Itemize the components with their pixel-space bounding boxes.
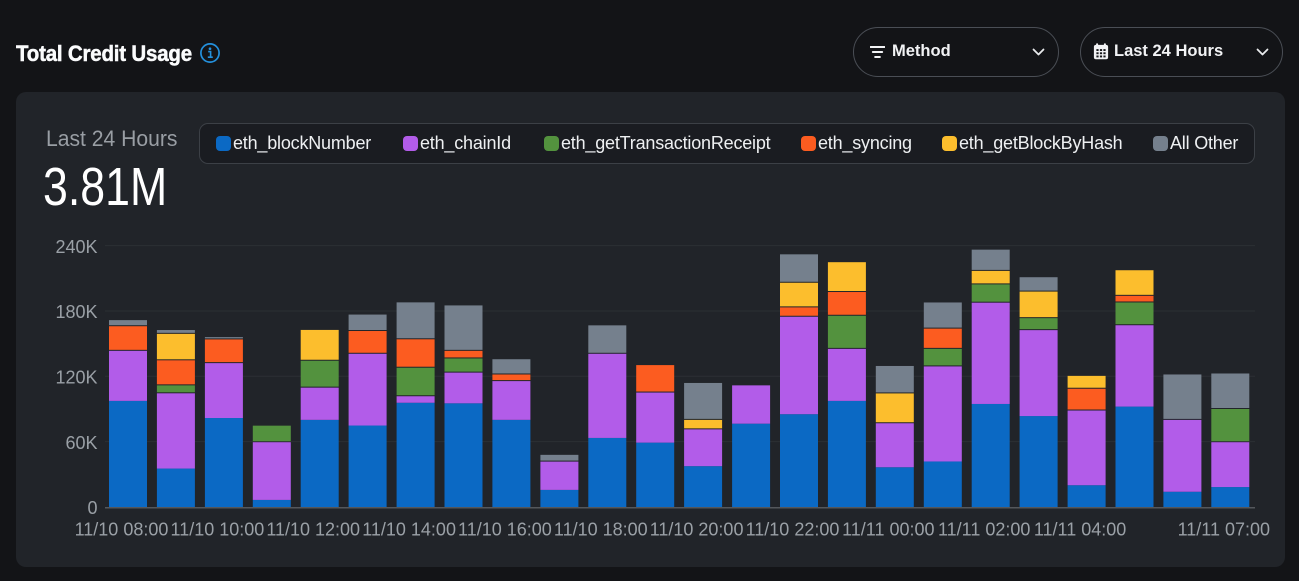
- svg-text:11/10 10:00: 11/10 10:00: [171, 520, 265, 540]
- svg-text:11/10 12:00: 11/10 12:00: [266, 520, 360, 540]
- svg-text:11/10 08:00: 11/10 08:00: [75, 520, 169, 540]
- svg-text:11/11 02:00: 11/11 02:00: [938, 520, 1030, 540]
- svg-text:11/11 04:00: 11/11 04:00: [1034, 520, 1126, 540]
- svg-text:120K: 120K: [55, 368, 97, 388]
- svg-text:11/11 07:00: 11/11 07:00: [1178, 520, 1270, 540]
- svg-text:180K: 180K: [55, 302, 97, 322]
- svg-text:11/10 16:00: 11/10 16:00: [458, 520, 552, 540]
- svg-text:11/10 14:00: 11/10 14:00: [362, 520, 456, 540]
- svg-text:11/10 18:00: 11/10 18:00: [554, 520, 648, 540]
- svg-text:11/10 20:00: 11/10 20:00: [650, 520, 744, 540]
- svg-text:11/10 22:00: 11/10 22:00: [746, 520, 840, 540]
- svg-text:11/11 00:00: 11/11 00:00: [842, 520, 934, 540]
- svg-text:240K: 240K: [55, 237, 97, 257]
- svg-text:60K: 60K: [65, 433, 97, 453]
- svg-text:0: 0: [87, 498, 97, 518]
